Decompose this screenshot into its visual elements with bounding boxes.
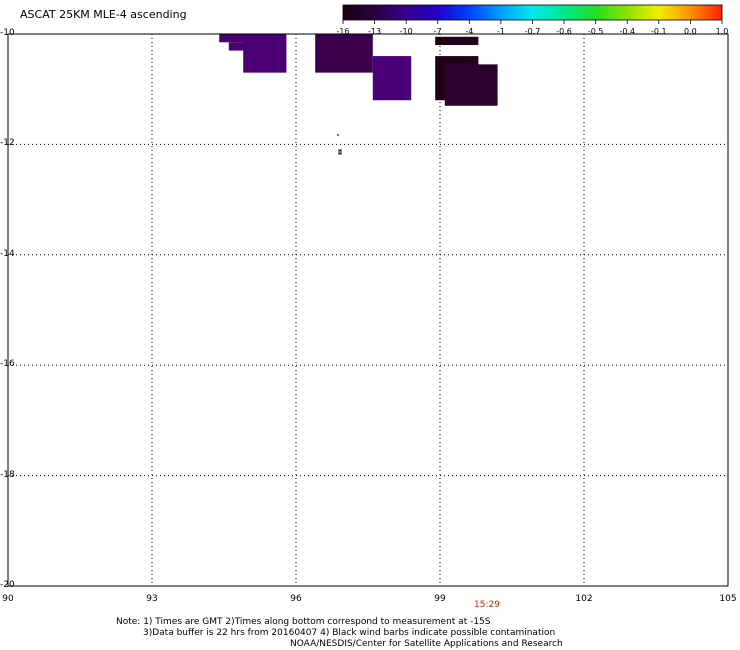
colorbar-ramp <box>342 4 723 21</box>
x-tick-label: 105 <box>719 594 737 604</box>
y-tick-label: -10 <box>0 28 15 38</box>
y-tick-label: -18 <box>0 469 15 480</box>
colorbar-label: -0.7 <box>524 27 541 36</box>
data-cell <box>444 64 498 106</box>
colorbar <box>342 4 723 24</box>
x-tick-label: 99 <box>434 594 446 604</box>
colorbar-label: -7 <box>433 27 442 36</box>
coastline-segment <box>337 133 339 137</box>
colorbar-label: -0.5 <box>587 27 604 36</box>
colorbar-label: -16 <box>336 27 350 36</box>
data-cells <box>219 34 498 106</box>
chart-title: ASCAT 25KM MLE-4 ascending <box>20 8 187 21</box>
data-cell <box>435 36 479 46</box>
y-tick-label: -20 <box>0 580 15 590</box>
coastline <box>337 133 342 155</box>
map-frame <box>7 33 729 587</box>
note-line-3: NOAA/NESDIS/Center for Satellite Applica… <box>290 639 563 649</box>
note-line-1: Note: 1) Times are GMT 2)Times along bot… <box>116 617 491 627</box>
colorbar-label: 0.0 <box>684 27 697 36</box>
x-tick-label: 90 <box>2 594 14 604</box>
coastline-segment <box>338 149 342 155</box>
time-label: 15:29 <box>474 600 500 610</box>
y-tick-label: -12 <box>0 138 15 149</box>
y-tick-label: -16 <box>0 359 15 370</box>
colorbar-label: -13 <box>368 27 382 36</box>
note-line-2: 3)Data buffer is 22 hrs from 20160407 4)… <box>143 628 556 638</box>
data-cell <box>219 34 248 43</box>
y-tick-label: -14 <box>0 248 15 259</box>
x-tick-label: 102 <box>575 594 593 604</box>
colorbar-label: -4 <box>465 27 474 36</box>
colorbar-label: -0.6 <box>556 27 572 36</box>
plot-border <box>7 33 729 587</box>
data-cell <box>372 56 412 101</box>
x-tick-label: 93 <box>146 594 158 604</box>
data-cell <box>228 42 248 51</box>
data-cell <box>243 34 287 73</box>
x-tick-label: 96 <box>290 594 302 604</box>
colorbar-label: -10 <box>399 27 413 36</box>
data-cell <box>315 34 373 73</box>
colorbar-label: 1.0 <box>715 27 729 36</box>
colorbar-label: -0.4 <box>619 27 636 36</box>
colorbar-label: -0.1 <box>651 27 667 36</box>
colorbar-label: -1 <box>496 27 505 36</box>
